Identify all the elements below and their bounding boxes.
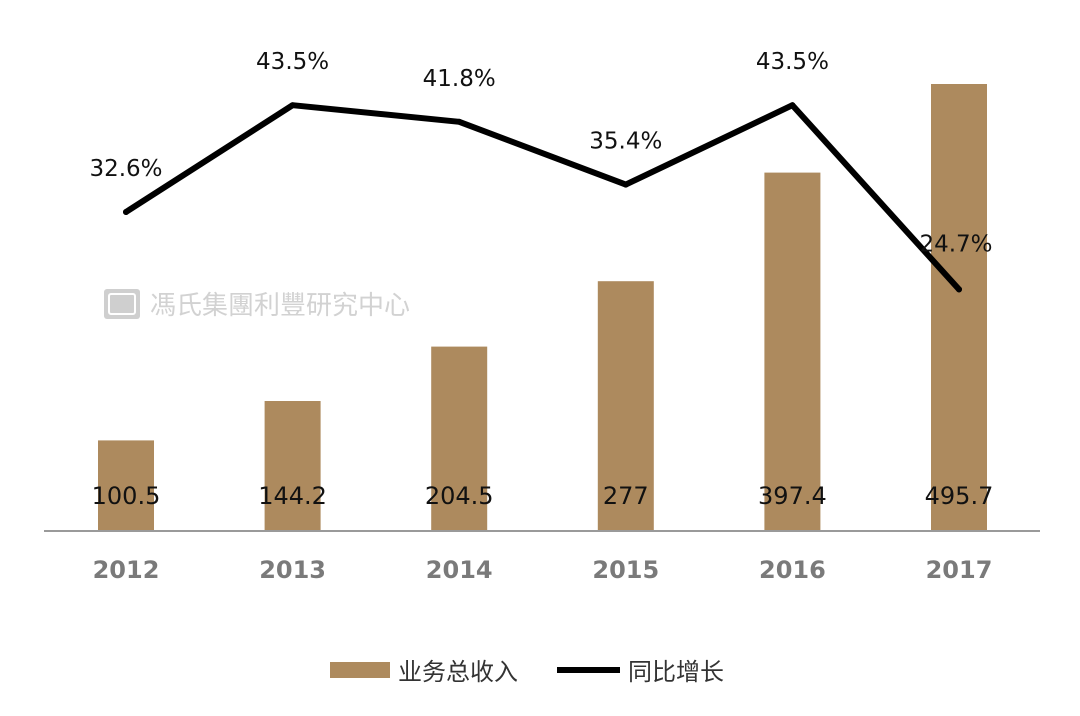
bar-value-label-2017: 495.7 <box>925 482 994 510</box>
x-tick-2012: 2012 <box>93 556 160 584</box>
watermark-text: 馮氏集團利豐研究中心 <box>150 291 410 321</box>
bar-value-label-2015: 277 <box>603 482 649 510</box>
watermark: 馮氏集團利豐研究中心 <box>104 289 410 321</box>
legend-bar-label: 业务总收入 <box>398 658 518 686</box>
bar-2014 <box>431 346 488 531</box>
bar-2016 <box>764 172 821 531</box>
bar-series <box>98 84 987 531</box>
growth-label-2015: 35.4% <box>589 129 662 155</box>
bar-2012 <box>98 440 154 531</box>
growth-label-2012: 32.6% <box>89 156 162 182</box>
legend-line-label: 同比增长 <box>628 658 724 686</box>
growth-point-2013 <box>289 102 296 109</box>
x-tick-2016: 2016 <box>759 556 826 584</box>
bar-value-label-2013: 144.2 <box>258 482 327 510</box>
growth-label-2017: 24.7% <box>919 231 992 257</box>
legend-bar-swatch <box>330 662 390 678</box>
growth-point-2017 <box>956 286 962 293</box>
bar-value-labels: 100.5 144.2 204.5 277 397.4 495.7 <box>92 482 994 510</box>
bar-value-label-2014: 204.5 <box>425 482 494 510</box>
x-tick-2015: 2015 <box>592 556 659 584</box>
growth-point-2012 <box>123 209 129 215</box>
x-tick-2014: 2014 <box>426 556 493 584</box>
growth-label-2016: 43.5% <box>756 49 829 75</box>
line-value-labels: 32.6% 43.5% 41.8% 35.4% 43.5% 24.7% <box>89 49 992 257</box>
bar-2015 <box>597 281 654 531</box>
x-tick-2017: 2017 <box>926 556 993 584</box>
growth-label-2014: 41.8% <box>423 66 496 92</box>
growth-point-2014 <box>456 118 463 125</box>
growth-point-2015 <box>622 181 629 188</box>
growth-label-2013: 43.5% <box>256 49 329 75</box>
bar-2013 <box>264 401 321 531</box>
x-tick-labels: 2012 2013 2014 2015 2016 2017 <box>93 556 993 584</box>
growth-line <box>123 102 962 293</box>
legend: 业务总收入 同比增长 <box>330 658 724 686</box>
bar-value-label-2016: 397.4 <box>758 482 827 510</box>
watermark-logo-inner <box>108 293 136 315</box>
line-series <box>123 102 962 293</box>
bar-value-label-2012: 100.5 <box>92 482 161 510</box>
x-tick-2013: 2013 <box>259 556 326 584</box>
growth-point-2016 <box>789 102 796 109</box>
watermark-logo-icon <box>104 289 140 319</box>
bar-2017 <box>931 84 987 531</box>
